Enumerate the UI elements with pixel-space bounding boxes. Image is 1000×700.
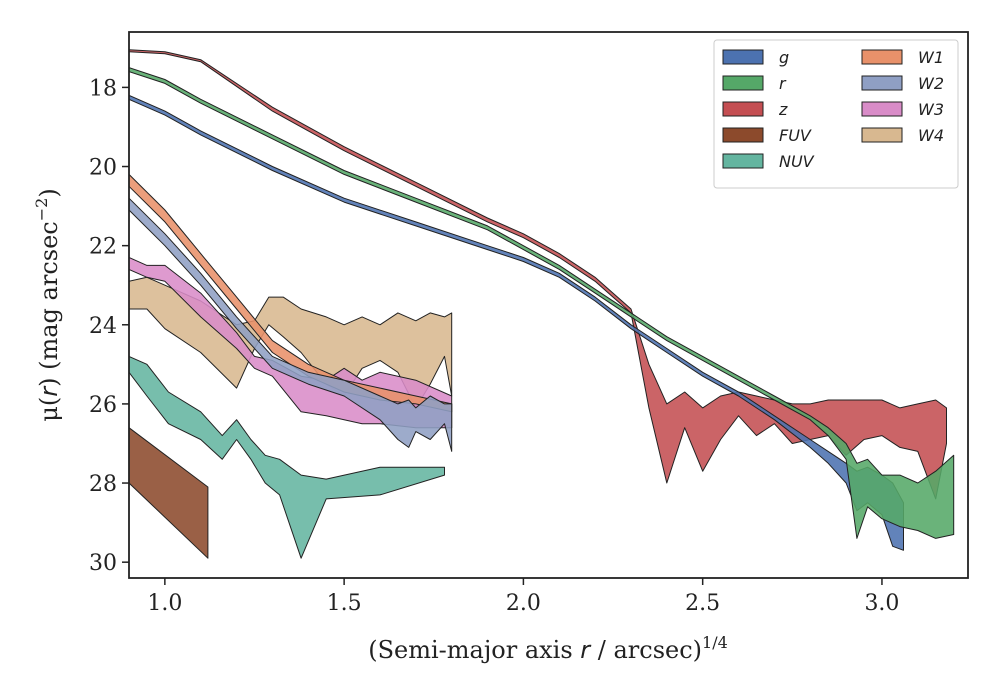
plot-frame (128, 31, 969, 579)
legend-label-w1: W1 (918, 48, 944, 67)
y-axis-title: μ(r) (mag arcsec−2) (32, 188, 63, 421)
legend-swatch-w3 (861, 101, 903, 117)
legend-swatch-w4 (861, 127, 903, 143)
legend-swatch-r (722, 75, 764, 91)
x-tick-label: 2.5 (685, 591, 720, 616)
legend-label-w4: W4 (918, 126, 944, 145)
y-tick-label: 24 (89, 314, 117, 339)
legend-label-nuv: NUV (779, 152, 815, 171)
series-band-fuv (129, 427, 209, 559)
series-band-nuv (129, 355, 445, 559)
x-tick-label: 2.0 (506, 591, 541, 616)
legend-swatch-nuv (722, 153, 764, 169)
legend-label-z: z (778, 100, 788, 119)
x-tick-label: 1.0 (147, 591, 182, 616)
series-band-r (129, 67, 955, 539)
legend-swatch-w1 (861, 49, 903, 65)
y-tick-label: 22 (89, 235, 117, 260)
legend-label-w2: W2 (918, 74, 944, 93)
y-axis: 18 20 22 24 26 28 30 (89, 76, 129, 576)
legend-swatch-w2 (861, 75, 903, 91)
legend-label-w3: W3 (918, 100, 944, 119)
y-tick-label: 28 (89, 472, 117, 497)
legend-label-fuv: FUV (779, 126, 812, 145)
legend-swatch-z (722, 101, 764, 117)
legend-label-r: r (779, 74, 787, 93)
series-band-z (129, 49, 947, 500)
x-tick-label: 1.5 (327, 591, 362, 616)
legend-swatch-fuv (722, 127, 764, 143)
x-axis: 1.0 1.5 2.0 2.5 3.0 (147, 578, 899, 616)
y-tick-label: 26 (89, 393, 117, 418)
x-tick-label: 3.0 (864, 591, 899, 616)
plot-areas (129, 49, 955, 559)
x-axis-title: (Semi-major axis r / arcsec)1/4 (368, 633, 728, 664)
legend-label-g: g (779, 48, 789, 67)
legend: grz FUV NUV W1 W2 W3 W4 (713, 39, 959, 189)
series-band-w2 (129, 197, 453, 452)
y-tick-label: 18 (89, 76, 117, 101)
legend-swatch-g (722, 49, 764, 65)
y-tick-label: 30 (89, 551, 117, 576)
y-tick-label: 20 (89, 156, 117, 181)
series-band-g (129, 94, 904, 551)
